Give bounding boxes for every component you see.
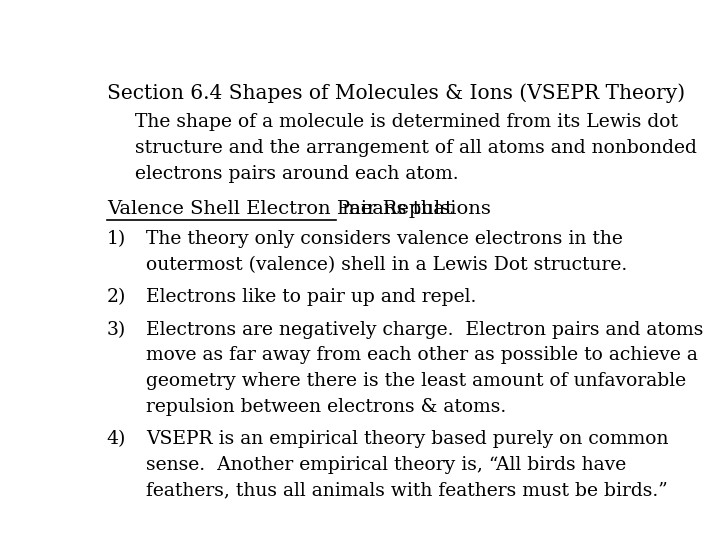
Text: 3): 3) (107, 321, 126, 339)
Text: electrons pairs around each atom.: electrons pairs around each atom. (135, 165, 458, 183)
Text: structure and the arrangement of all atoms and nonbonded: structure and the arrangement of all ato… (135, 139, 696, 157)
Text: Electrons like to pair up and repel.: Electrons like to pair up and repel. (145, 288, 476, 307)
Text: 2): 2) (107, 288, 126, 307)
Text: 4): 4) (107, 430, 126, 448)
Text: Valence Shell Electron Pair Repulsions: Valence Shell Electron Pair Repulsions (107, 199, 490, 218)
Text: outermost (valence) shell in a Lewis Dot structure.: outermost (valence) shell in a Lewis Dot… (145, 256, 627, 274)
Text: feathers, thus all animals with feathers must be birds.”: feathers, thus all animals with feathers… (145, 482, 667, 500)
Text: means that: means that (336, 199, 452, 218)
Text: The theory only considers valence electrons in the: The theory only considers valence electr… (145, 231, 623, 248)
Text: geometry where there is the least amount of unfavorable: geometry where there is the least amount… (145, 372, 686, 390)
Text: repulsion between electrons & atoms.: repulsion between electrons & atoms. (145, 398, 506, 416)
Text: Electrons are negatively charge.  Electron pairs and atoms: Electrons are negatively charge. Electro… (145, 321, 703, 339)
Text: VSEPR is an empirical theory based purely on common: VSEPR is an empirical theory based purel… (145, 430, 668, 448)
Text: move as far away from each other as possible to achieve a: move as far away from each other as poss… (145, 347, 698, 364)
Text: The shape of a molecule is determined from its Lewis dot: The shape of a molecule is determined fr… (135, 113, 678, 131)
Text: sense.  Another empirical theory is, “All birds have: sense. Another empirical theory is, “All… (145, 456, 626, 474)
Text: 1): 1) (107, 231, 126, 248)
Text: Section 6.4 Shapes of Molecules & Ions (VSEPR Theory): Section 6.4 Shapes of Molecules & Ions (… (107, 84, 685, 103)
